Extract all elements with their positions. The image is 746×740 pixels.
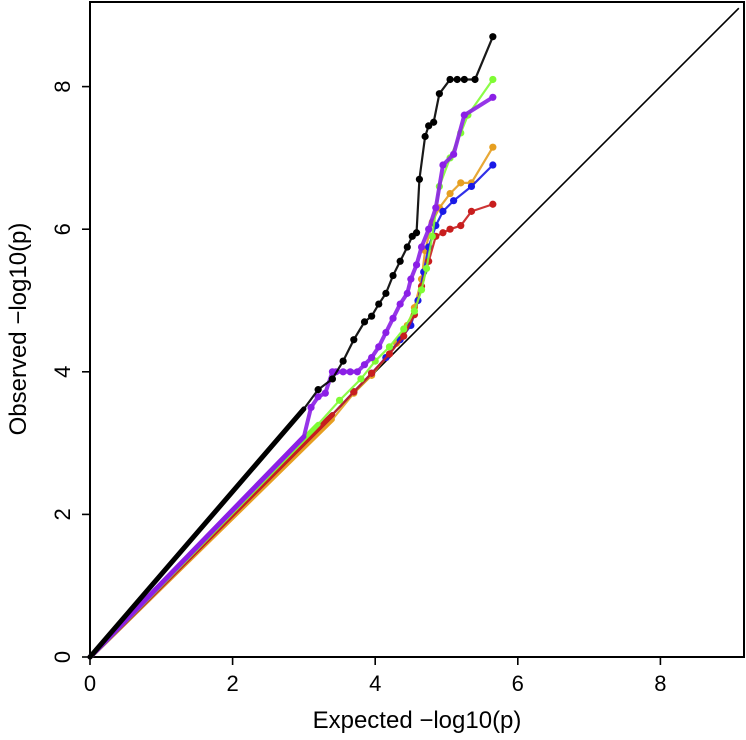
series-tail-path	[303, 36, 494, 410]
x-tick-label: 6	[512, 671, 524, 696]
series-layer	[87, 33, 497, 660]
y-tick-label: 8	[50, 80, 75, 92]
axes: 0 2 4 6 8 0 2 4 6 8	[50, 80, 667, 696]
x-tick-label: 2	[226, 671, 238, 696]
x-tick-label: 0	[84, 671, 96, 696]
series-0	[87, 33, 497, 660]
y-tick-label: 2	[50, 508, 75, 520]
x-tick-label: 8	[654, 671, 666, 696]
series-1	[87, 93, 497, 660]
series-2	[87, 75, 497, 660]
x-tick-label: 4	[369, 671, 381, 696]
y-tick-label: 0	[50, 651, 75, 663]
y-tick-label: 4	[50, 366, 75, 378]
series-tail-path	[331, 164, 494, 416]
x-axis-title: Expected −log10(p)	[313, 707, 522, 734]
series-dense-band	[87, 406, 307, 660]
y-tick-label: 6	[50, 223, 75, 235]
y-axis-title: Observed −log10(p)	[5, 223, 32, 436]
plot-frame	[89, 1, 745, 658]
series-tail-path	[301, 95, 494, 438]
series-dense-band	[87, 434, 307, 660]
